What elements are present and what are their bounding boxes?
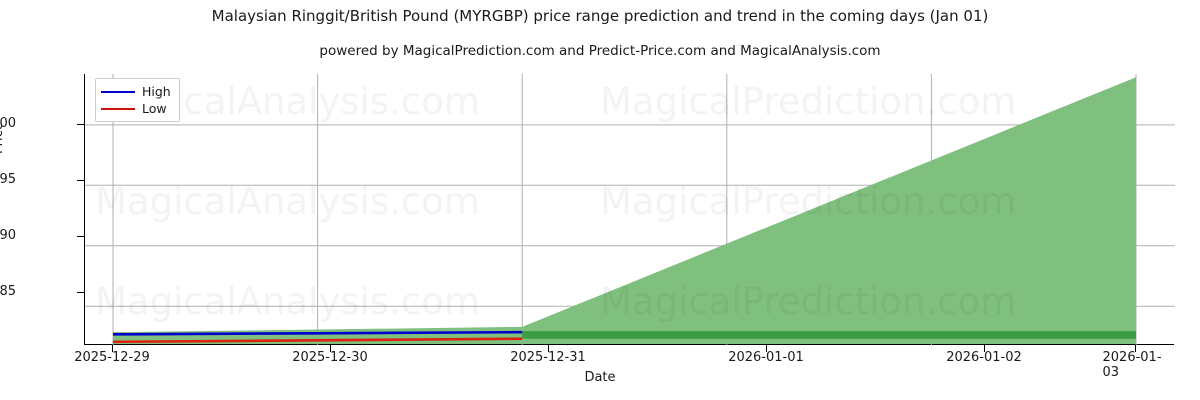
x-tickmark bbox=[1135, 345, 1137, 352]
y-tick-0195: 0.195 bbox=[0, 172, 16, 187]
y-tick-0200: 0.200 bbox=[0, 116, 16, 131]
x-tick-2025-12-29: 2025-12-29 bbox=[74, 350, 150, 365]
legend-label-low: Low bbox=[142, 101, 167, 116]
y-tickmark bbox=[77, 124, 84, 126]
y-tick-0185: 0.185 bbox=[0, 284, 16, 299]
x-tick-2026-01-01: 2026-01-01 bbox=[728, 350, 804, 365]
legend-item-high: High bbox=[101, 83, 171, 100]
x-tickmark bbox=[112, 345, 114, 352]
y-tickmark bbox=[77, 180, 84, 182]
legend-swatch-high bbox=[101, 90, 135, 93]
x-axis-label: Date bbox=[584, 370, 616, 385]
x-tickmark bbox=[984, 345, 986, 352]
x-tickmark bbox=[330, 345, 332, 352]
x-tickmark bbox=[766, 345, 768, 352]
x-tick-2025-12-31: 2025-12-31 bbox=[510, 350, 586, 365]
x-tick-2026-01-02: 2026-01-02 bbox=[946, 350, 1022, 365]
y-tickmark bbox=[77, 236, 84, 238]
chart-subtitle: powered by MagicalPrediction.com and Pre… bbox=[319, 43, 881, 59]
x-tickmark bbox=[548, 345, 550, 352]
x-tick-2026-01-03: 2026-01-03 bbox=[1102, 350, 1162, 380]
chart-title: Malaysian Ringgit/British Pound (MYRGBP)… bbox=[211, 7, 989, 25]
y-axis-label: Price bbox=[0, 122, 6, 154]
x-tick-2025-12-30: 2025-12-30 bbox=[292, 350, 368, 365]
y-tick-0190: 0.190 bbox=[0, 228, 16, 243]
legend-item-low: Low bbox=[101, 100, 171, 117]
y-tickmark bbox=[77, 292, 84, 294]
y-axis-label-wrap: Price bbox=[0, 122, 23, 169]
plot-area bbox=[84, 74, 1175, 345]
legend-label-high: High bbox=[142, 84, 171, 99]
chart-legend: High Low bbox=[95, 78, 180, 122]
legend-swatch-low bbox=[101, 107, 135, 110]
plot-canvas bbox=[85, 74, 1175, 345]
